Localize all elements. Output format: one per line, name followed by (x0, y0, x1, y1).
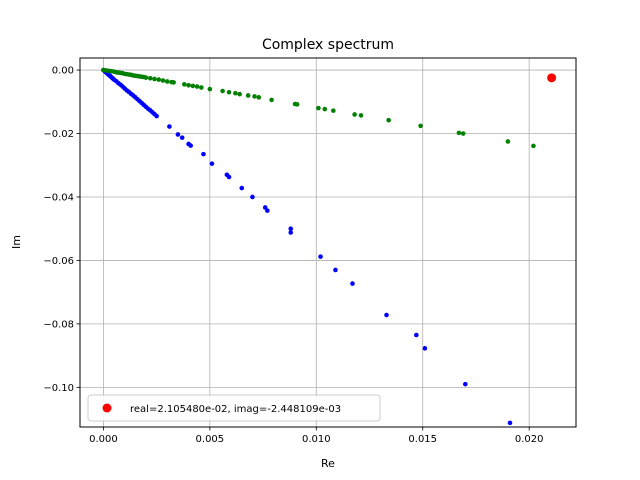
data-point (194, 84, 200, 89)
data-points (101, 67, 557, 426)
data-point (505, 139, 511, 144)
legend-box (87, 394, 381, 422)
y-tick-label: −0.04 (43, 192, 74, 203)
data-point (207, 86, 213, 92)
data-point (418, 123, 423, 129)
data-point (463, 381, 468, 387)
data-point (288, 226, 294, 231)
data-point (167, 124, 172, 129)
data-point (239, 185, 245, 191)
legend-entry-label: real=2.105480e-02, imag=-2.448109e-03 (130, 404, 341, 415)
highlight-point (547, 73, 557, 83)
x-tick-label: 0.010 (302, 434, 331, 445)
data-point (288, 230, 294, 235)
data-point (147, 76, 153, 81)
data-point (358, 113, 364, 118)
data-point (265, 208, 270, 213)
x-tick-label: 0.020 (515, 434, 544, 445)
grid-lines (80, 58, 576, 427)
axis-ticks: 0.000 0.005 0.010 0.015 0.020 0.00 −0.02 −0.04 −… (43, 66, 543, 445)
data-point (237, 91, 242, 97)
data-point (460, 131, 466, 136)
y-tick-label: −0.06 (43, 256, 74, 267)
data-point (179, 135, 185, 140)
data-point (201, 151, 206, 157)
data-point (152, 76, 157, 82)
data-point (422, 346, 428, 351)
x-tick-label: 0.000 (89, 434, 118, 445)
data-point (256, 95, 262, 100)
y-axis-label: Im (10, 235, 23, 249)
data-point (143, 75, 149, 80)
data-point (269, 97, 274, 103)
x-tick-label: 0.015 (408, 434, 437, 445)
data-point (220, 88, 225, 94)
data-point (331, 108, 336, 113)
x-tick-label: 0.005 (196, 434, 225, 445)
data-point (154, 113, 159, 119)
data-point (156, 77, 162, 82)
y-tick-label: −0.10 (43, 383, 74, 394)
data-point (171, 80, 176, 85)
data-point (209, 161, 215, 166)
data-point (322, 106, 328, 112)
legend-marker-red-dot (102, 403, 112, 413)
data-point (226, 89, 232, 95)
data-point (160, 78, 166, 83)
data-point (252, 94, 257, 99)
data-point (175, 132, 181, 137)
data-point (199, 85, 204, 90)
x-axis-label: Re (321, 457, 335, 470)
data-point (531, 143, 536, 149)
chart-title: Complex spectrum (262, 37, 394, 53)
data-point (245, 93, 251, 98)
data-point (384, 312, 389, 318)
plot-area-frame (79, 57, 577, 428)
data-point (507, 420, 513, 426)
data-point (318, 254, 323, 259)
y-tick-label: 0.00 (52, 66, 74, 77)
data-point (294, 102, 300, 107)
data-point (386, 117, 391, 123)
y-tick-label: −0.08 (43, 319, 74, 330)
data-point (316, 105, 321, 111)
data-point (352, 112, 357, 117)
data-point (350, 281, 355, 286)
data-point (233, 90, 238, 96)
data-point (250, 194, 255, 200)
data-point (188, 143, 193, 148)
data-point (182, 82, 187, 87)
data-point (456, 130, 462, 136)
data-point (186, 82, 191, 88)
data-point (190, 83, 196, 89)
data-point (226, 174, 232, 180)
y-tick-label: −0.02 (43, 129, 74, 140)
legend: real=2.105480e-02, imag=-2.448109e-03 (87, 394, 381, 422)
data-point (414, 332, 419, 338)
data-point (333, 267, 338, 273)
data-point (164, 79, 170, 84)
